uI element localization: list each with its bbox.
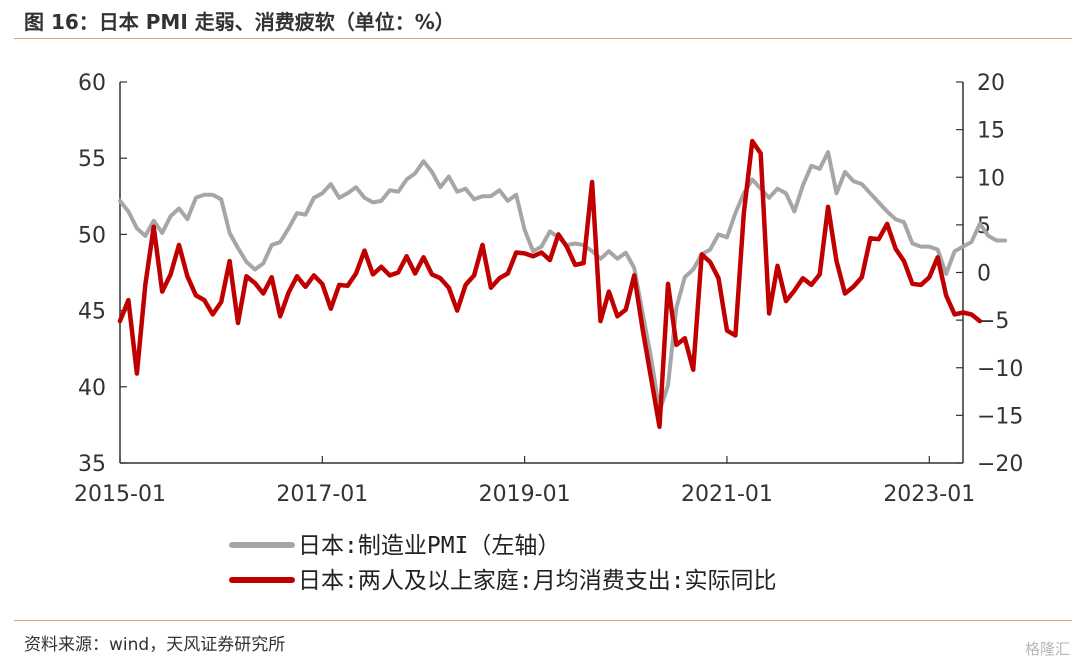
- y-left-tick-label: 55: [78, 147, 106, 172]
- legend-label-2: 日本:两人及以上家庭:月均消费支出:实际同比: [298, 568, 777, 594]
- y-right-tick-label: −20: [977, 452, 1023, 477]
- y-right-tick-label: −10: [977, 357, 1023, 382]
- chart-title: 图 16：日本 PMI 走弱、消费疲软（单位：%）: [24, 10, 455, 34]
- y-right-tick-label: 20: [977, 71, 1005, 96]
- source-note: 资料来源：wind，天风证券研究所: [24, 635, 286, 655]
- x-tick-label: 2015-01: [74, 482, 166, 507]
- legend-label-1: 日本:制造业PMI（左轴）: [298, 533, 560, 559]
- watermark-logo: 格隆汇: [1024, 640, 1070, 658]
- x-tick-label: 2019-01: [479, 482, 571, 507]
- x-tick-label: 2021-01: [681, 482, 773, 507]
- y-left-tick-label: 50: [78, 223, 106, 248]
- y-left-tick-label: 45: [78, 300, 106, 325]
- x-tick-label: 2017-01: [276, 482, 368, 507]
- y-right-tick-label: 0: [977, 262, 991, 287]
- y-left-tick-label: 35: [78, 452, 106, 477]
- header-divider: [14, 38, 1072, 39]
- chart-series: [117, 138, 1008, 430]
- footer-divider: [14, 620, 1072, 621]
- y-right-tick-label: 15: [977, 119, 1005, 144]
- y-left-tick-label: 40: [78, 376, 106, 401]
- chart-legend: 日本:制造业PMI（左轴） 日本:两人及以上家庭:月均消费支出:实际同比: [229, 533, 777, 594]
- series-line-2: [117, 138, 983, 430]
- y-right-tick-label: −15: [977, 404, 1023, 429]
- y-right-tick-label: 10: [977, 166, 1005, 191]
- y-left-tick-label: 60: [78, 71, 106, 96]
- x-tick-label: 2023-01: [883, 482, 975, 507]
- y-right-tick-label: −5: [977, 309, 1009, 334]
